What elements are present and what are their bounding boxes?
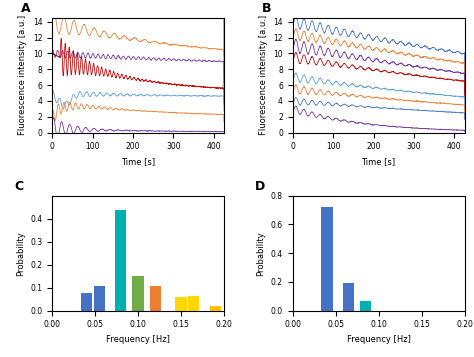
X-axis label: Frequency [Hz]: Frequency [Hz] <box>346 335 410 344</box>
Text: C: C <box>14 180 24 193</box>
Text: A: A <box>21 2 31 15</box>
Y-axis label: Probability: Probability <box>256 231 265 276</box>
Bar <box>175 297 187 311</box>
Bar <box>210 306 221 311</box>
Text: D: D <box>255 180 265 193</box>
Bar <box>115 210 127 311</box>
Bar <box>321 207 333 311</box>
Bar <box>343 283 354 311</box>
Bar <box>81 293 92 311</box>
Bar <box>150 286 161 311</box>
X-axis label: Time [s]: Time [s] <box>121 157 155 166</box>
Y-axis label: Probability: Probability <box>16 231 25 276</box>
X-axis label: Frequency [Hz]: Frequency [Hz] <box>106 335 170 344</box>
Bar <box>188 296 200 311</box>
Bar <box>94 286 105 311</box>
X-axis label: Time [s]: Time [s] <box>362 157 396 166</box>
Text: B: B <box>262 2 271 15</box>
Bar <box>132 276 144 311</box>
Y-axis label: Fluorescence intensity [a.u.]: Fluorescence intensity [a.u.] <box>259 15 268 135</box>
Y-axis label: Fluorescence intensity [a.u.]: Fluorescence intensity [a.u.] <box>18 15 27 135</box>
Bar <box>360 301 371 311</box>
